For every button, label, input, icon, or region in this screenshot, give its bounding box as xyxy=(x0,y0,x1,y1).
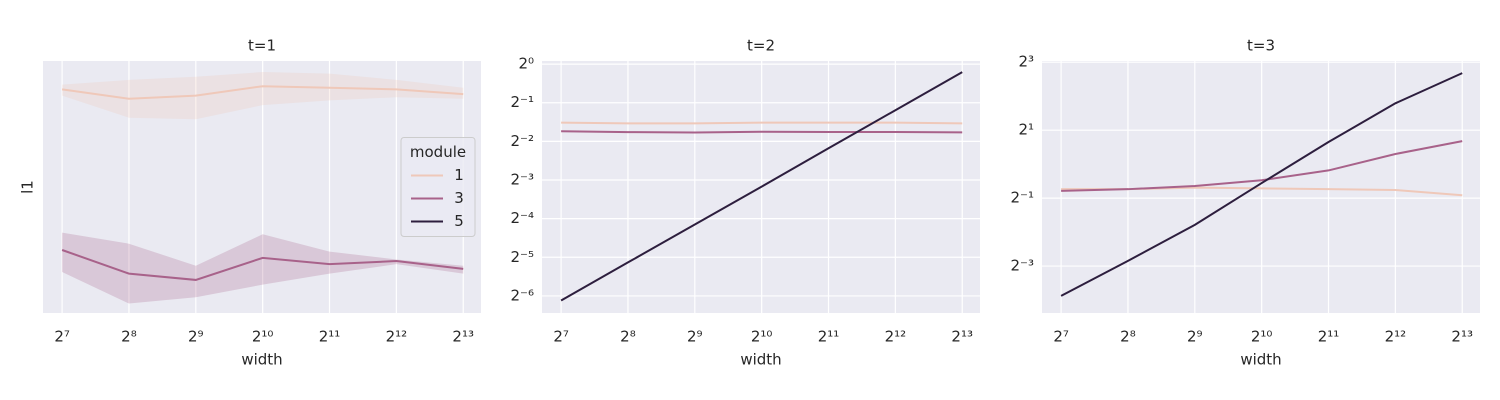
x-tick-label: 2⁷ xyxy=(1053,328,1069,346)
y-tick-label: 2⁻³ xyxy=(1011,257,1034,275)
x-tick-label: 2¹¹ xyxy=(1318,328,1340,346)
subplot-title: t=3 xyxy=(1247,37,1275,55)
series-line xyxy=(61,85,464,100)
legend-label: 5 xyxy=(454,212,464,230)
x-tick-label: 2⁷ xyxy=(54,328,70,346)
x-axis-label: width xyxy=(241,351,282,369)
y-tick-label: 2⁰ xyxy=(518,55,534,73)
series-line xyxy=(1061,140,1463,192)
series-line xyxy=(561,130,963,134)
x-tick-label: 2¹³ xyxy=(452,328,474,346)
series-line xyxy=(1060,72,1463,297)
y-axis-label: l1 xyxy=(19,180,37,194)
plot-background xyxy=(1042,61,1480,313)
legend-box xyxy=(400,137,476,237)
subplot-title: t=2 xyxy=(747,37,775,55)
x-tick-label: 2⁸ xyxy=(620,328,636,346)
x-tick-label: 2¹² xyxy=(1385,328,1407,346)
y-tick-label: 2⁻³ xyxy=(511,171,534,189)
confidence-band xyxy=(62,72,464,120)
x-tick-label: 2¹⁰ xyxy=(252,328,274,346)
x-tick-label: 2¹³ xyxy=(951,328,973,346)
series-line xyxy=(560,71,963,302)
legend-title: module xyxy=(410,143,466,161)
series-line xyxy=(61,249,464,281)
y-tick-label: 2⁻¹ xyxy=(1011,189,1034,207)
x-axis-label: width xyxy=(1240,351,1281,369)
y-tick-label: 2⁻⁶ xyxy=(511,286,534,304)
y-tick-label: 2⁻¹ xyxy=(511,93,534,111)
x-tick-label: 2⁹ xyxy=(1187,328,1203,346)
x-tick-label: 2¹¹ xyxy=(818,328,840,346)
series-line xyxy=(561,121,963,125)
confidence-band xyxy=(62,232,464,304)
legend-label: 1 xyxy=(454,166,464,184)
legend-label: 3 xyxy=(454,189,464,207)
x-tick-label: 2⁹ xyxy=(687,328,703,346)
x-tick-label: 2¹¹ xyxy=(319,328,341,346)
x-tick-label: 2⁷ xyxy=(553,328,569,346)
x-tick-label: 2⁸ xyxy=(1120,328,1136,346)
y-tick-label: 2³ xyxy=(1018,53,1034,71)
x-tick-label: 2⁸ xyxy=(121,328,137,346)
y-tick-label: 2⁻⁵ xyxy=(511,248,534,266)
y-tick-label: 2⁻² xyxy=(511,132,534,150)
x-tick-label: 2¹² xyxy=(386,328,408,346)
y-tick-label: 2⁻⁴ xyxy=(511,209,534,227)
x-tick-label: 2¹⁰ xyxy=(1251,328,1273,346)
x-tick-label: 2⁹ xyxy=(188,328,204,346)
x-axis-label: width xyxy=(740,351,781,369)
subplot-title: t=1 xyxy=(248,37,276,55)
x-tick-label: 2¹³ xyxy=(1451,328,1473,346)
x-tick-label: 2¹⁰ xyxy=(751,328,773,346)
x-tick-label: 2¹² xyxy=(885,328,907,346)
y-tick-label: 2¹ xyxy=(1018,121,1034,139)
